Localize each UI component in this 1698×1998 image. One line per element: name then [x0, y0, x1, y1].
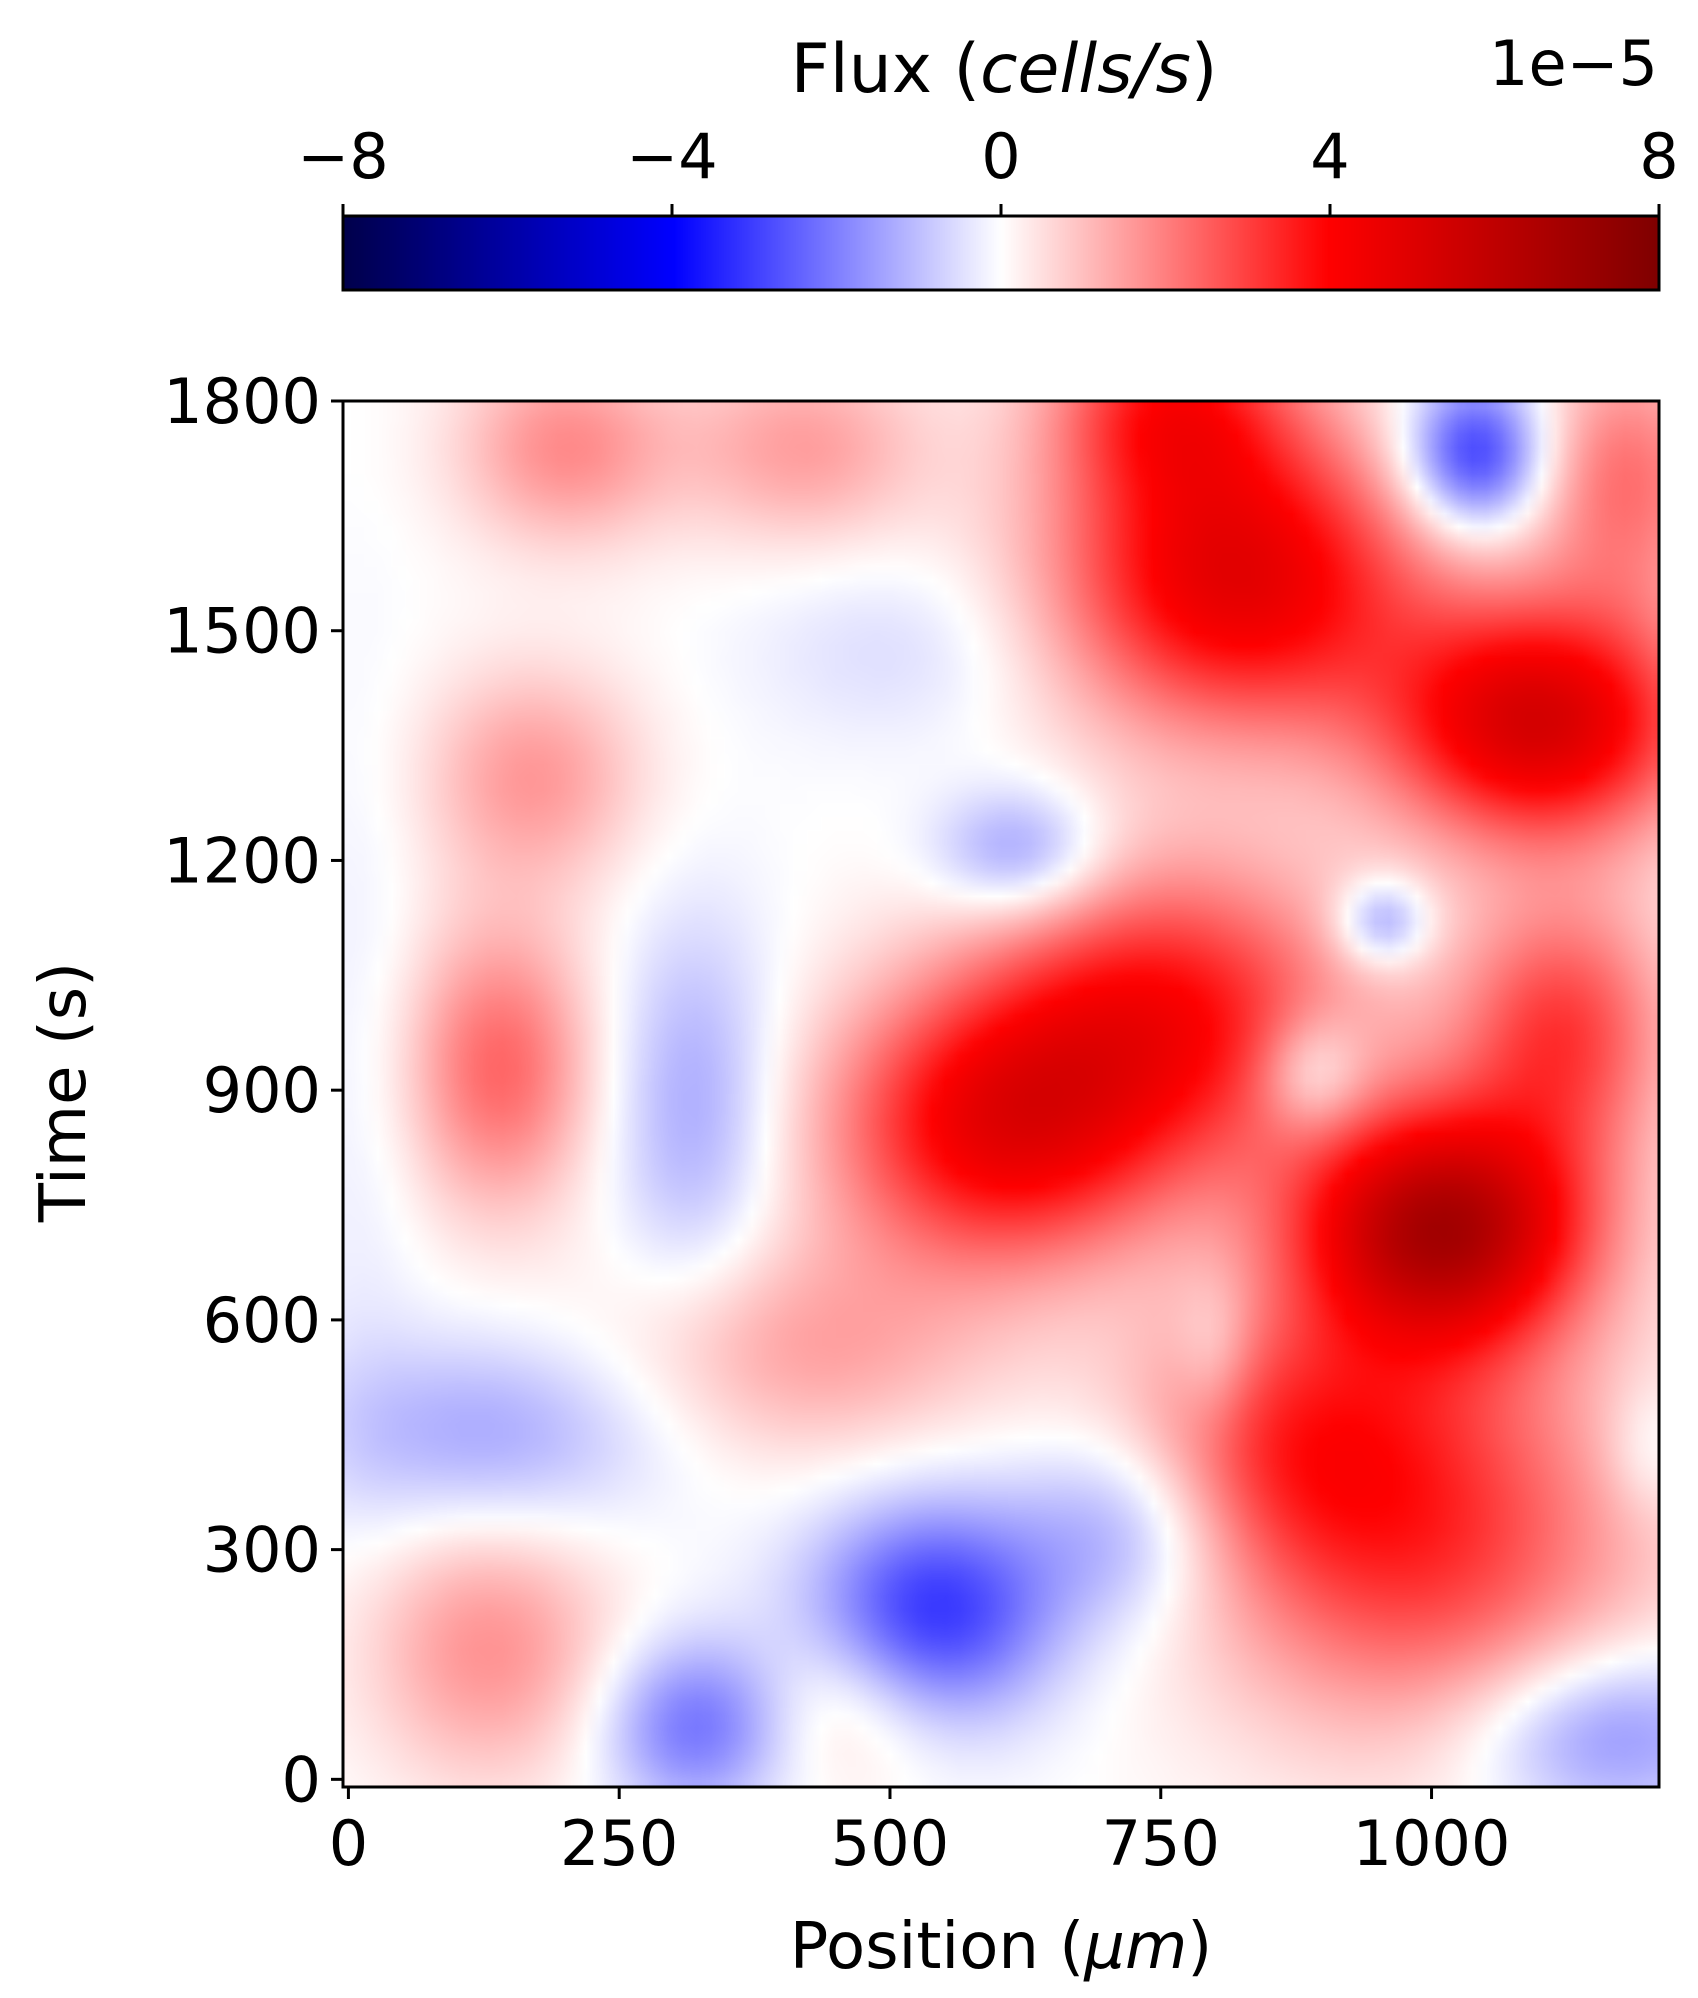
colorbar-ticks: −8 −4 0 4 8 [297, 120, 1679, 216]
x-tick-label: 1000 [1353, 1807, 1511, 1880]
y-tick-label: 900 [203, 1054, 321, 1127]
colorbar: Flux (cells/s) 1e−5 −8 −4 0 4 8 [297, 27, 1679, 292]
x-tick-label: 500 [831, 1807, 949, 1880]
y-tick-label: 1200 [163, 824, 321, 897]
plot-frame [341, 399, 1661, 1789]
y-tick-label: 1500 [163, 595, 321, 668]
x-tick-label: 750 [1102, 1807, 1220, 1880]
y-axis-ticks: 0 300 600 900 1200 1500 1800 [163, 365, 343, 1816]
colorbar-tick-label: −4 [626, 120, 717, 193]
colorbar-tick-label: 8 [1639, 120, 1678, 193]
heatmap-field [343, 401, 1659, 1787]
colorbar-title-suffix: ) [1191, 30, 1218, 109]
colorbar-exponent: 1e−5 [1489, 27, 1658, 100]
colorbar-gradient [343, 216, 1659, 290]
colorbar-tick-label: 4 [1310, 120, 1349, 193]
colorbar-title-prefix: Flux ( [791, 30, 981, 109]
x-tick-label: 250 [560, 1807, 678, 1880]
y-tick-label: 600 [203, 1284, 321, 1357]
x-axis-ticks: 0 250 500 750 1000 [329, 1787, 1511, 1880]
x-axis-title-unit: μm [1083, 1910, 1187, 1984]
y-tick-label: 1800 [163, 365, 321, 438]
x-axis-title-suffix: ) [1187, 1910, 1212, 1984]
x-axis-title: Position (μm) [790, 1910, 1213, 1984]
colorbar-tick-label: 0 [981, 120, 1020, 193]
y-axis-title: Time (s) [27, 962, 101, 1223]
colorbar-title-unit: cells/s [980, 30, 1191, 109]
colorbar-frame [341, 214, 1661, 292]
colorbar-tick-label: −8 [297, 120, 388, 193]
y-tick-label: 0 [282, 1743, 321, 1816]
x-tick-label: 0 [329, 1807, 368, 1880]
y-tick-label: 300 [203, 1514, 321, 1587]
colorbar-title: Flux (cells/s) [791, 30, 1218, 109]
x-axis-title-prefix: Position ( [790, 1910, 1085, 1984]
plot-area: 0 250 500 750 1000 0 300 600 900 1200 1500 1800 [163, 365, 1661, 1880]
